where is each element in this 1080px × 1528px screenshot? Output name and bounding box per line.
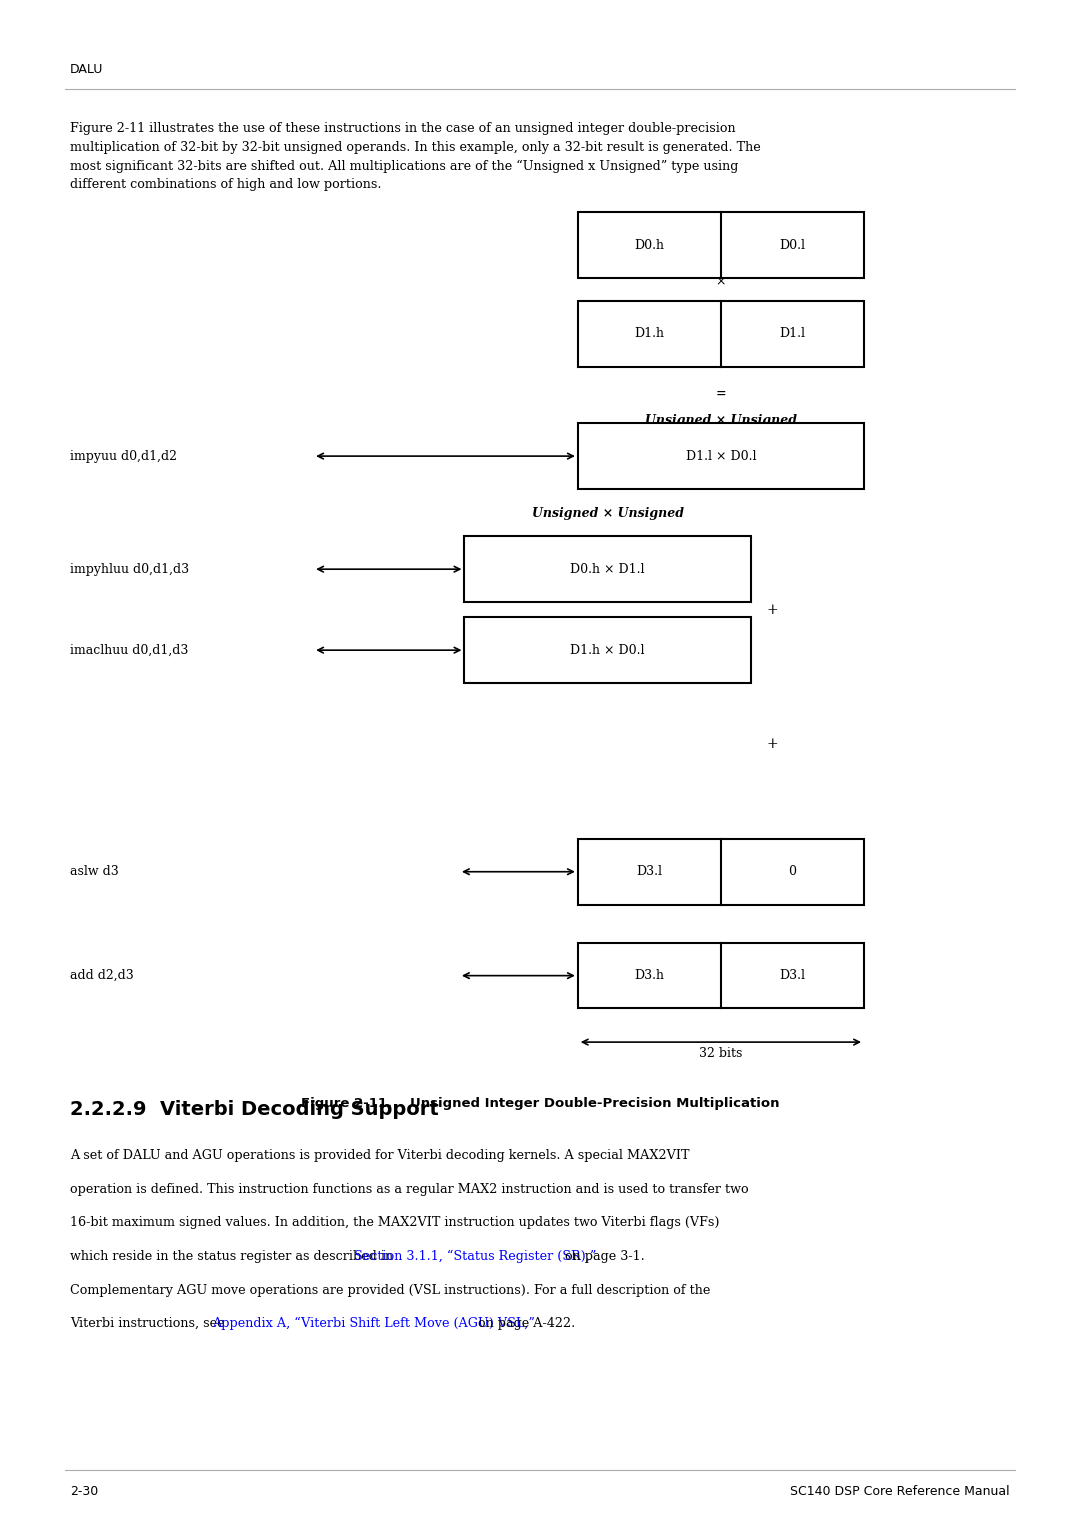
Text: Figure 2-11.  Unsigned Integer Double-Precision Multiplication: Figure 2-11. Unsigned Integer Double-Pre… [300, 1097, 780, 1111]
Bar [578, 943, 864, 1008]
Bar [578, 839, 864, 905]
Text: D0.l: D0.l [780, 238, 806, 252]
Text: D1.l: D1.l [780, 327, 806, 341]
Bar [578, 301, 864, 367]
Bar [464, 617, 751, 683]
Text: add d2,d3: add d2,d3 [70, 969, 134, 983]
Text: D3.l: D3.l [780, 969, 806, 983]
Text: Unsigned × Unsigned: Unsigned × Unsigned [531, 507, 684, 520]
Text: impyuu d0,d1,d2: impyuu d0,d1,d2 [70, 449, 177, 463]
Text: =: = [716, 388, 726, 400]
Text: +: + [767, 602, 779, 617]
Text: D1.l × D0.l: D1.l × D0.l [686, 449, 756, 463]
Text: 2.2.2.9  Viterbi Decoding Support: 2.2.2.9 Viterbi Decoding Support [70, 1100, 438, 1118]
Text: Complementary AGU move operations are provided (VSL instructions). For a full de: Complementary AGU move operations are pr… [70, 1284, 711, 1297]
Bar [578, 212, 864, 278]
Text: Viterbi instructions, see: Viterbi instructions, see [70, 1317, 229, 1331]
Text: 32 bits: 32 bits [699, 1047, 743, 1060]
Text: +: + [767, 736, 779, 752]
Text: impyhluu d0,d1,d3: impyhluu d0,d1,d3 [70, 562, 189, 576]
Text: 16-bit maximum signed values. In addition, the MAX2VIT instruction updates two V: 16-bit maximum signed values. In additio… [70, 1216, 719, 1230]
Text: aslw d3: aslw d3 [70, 865, 119, 879]
Text: which reside in the status register as described in: which reside in the status register as d… [70, 1250, 397, 1264]
Text: D0.h: D0.h [634, 238, 664, 252]
Text: Section 3.1.1, “Status Register (SR),”: Section 3.1.1, “Status Register (SR),” [354, 1250, 596, 1264]
Text: D3.h: D3.h [634, 969, 664, 983]
Text: operation is defined. This instruction functions as a regular MAX2 instruction a: operation is defined. This instruction f… [70, 1183, 748, 1196]
Text: Unsigned × Unsigned: Unsigned × Unsigned [645, 414, 797, 426]
Text: ×: × [716, 275, 726, 289]
Text: DALU: DALU [70, 63, 104, 76]
Text: 2-30: 2-30 [70, 1485, 98, 1499]
Text: D1.h × D0.l: D1.h × D0.l [570, 643, 645, 657]
Text: 0: 0 [788, 865, 796, 879]
Text: D0.h × D1.l: D0.h × D1.l [570, 562, 645, 576]
Text: on page A-422.: on page A-422. [474, 1317, 575, 1331]
Text: D1.h: D1.h [634, 327, 664, 341]
Bar [464, 536, 751, 602]
Text: SC140 DSP Core Reference Manual: SC140 DSP Core Reference Manual [791, 1485, 1010, 1499]
Text: on page 3-1.: on page 3-1. [562, 1250, 645, 1264]
Text: imaclhuu d0,d1,d3: imaclhuu d0,d1,d3 [70, 643, 189, 657]
Text: Appendix A, “Viterbi Shift Left Move (AGU) VSL,”: Appendix A, “Viterbi Shift Left Move (AG… [212, 1317, 535, 1331]
Text: Figure 2-11 illustrates the use of these instructions in the case of an unsigned: Figure 2-11 illustrates the use of these… [70, 122, 761, 191]
Bar [578, 423, 864, 489]
Text: A set of DALU and AGU operations is provided for Viterbi decoding kernels. A spe: A set of DALU and AGU operations is prov… [70, 1149, 690, 1163]
Text: D3.l: D3.l [636, 865, 662, 879]
